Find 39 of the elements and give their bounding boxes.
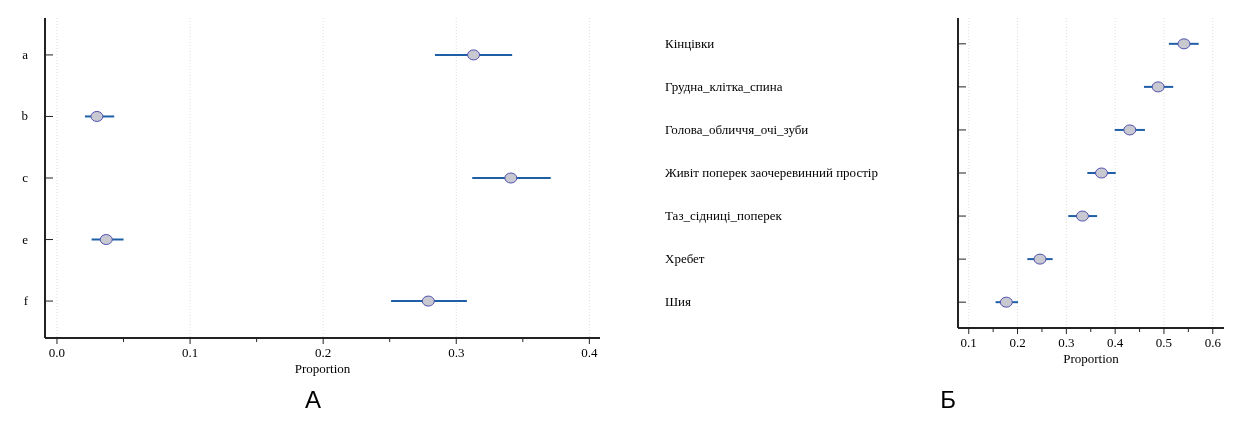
- y-tick-label: Шия: [665, 294, 692, 310]
- point: [421, 295, 435, 307]
- x-axis-title: Proportion: [294, 361, 351, 376]
- x-tick-label: 0.1: [960, 335, 977, 350]
- y-tick-label: Кінцівки: [665, 35, 715, 51]
- x-axis-title: Proportion: [1063, 351, 1120, 366]
- text: Б: [940, 386, 956, 413]
- y-tick-label: Грудна_клітка_спина: [665, 78, 783, 94]
- y-tick-label: c: [22, 170, 29, 185]
- x-tick-label: 0.1: [181, 345, 199, 360]
- point: [1094, 167, 1108, 179]
- y-tick-label: b: [21, 108, 28, 124]
- y-tick-label: a: [22, 46, 29, 62]
- x-tick-label: 0.3: [448, 345, 465, 360]
- y-tick-label: Живіт поперек заочеревинний простір: [665, 165, 878, 180]
- y-tick-label: Хребет: [665, 251, 705, 267]
- x-tick-label: 0.4: [581, 345, 598, 360]
- point: [99, 234, 113, 246]
- point: [1177, 38, 1191, 50]
- x-tick-label: 0.3: [1058, 335, 1075, 350]
- point: [1123, 124, 1137, 136]
- point: [504, 172, 518, 184]
- point: [467, 49, 481, 61]
- point: [1033, 253, 1047, 265]
- x-tick-label: 0.4: [1107, 335, 1124, 350]
- x-tick-label: 0.6: [1204, 335, 1222, 350]
- y-tick-label: e: [22, 231, 29, 247]
- y-tick-label: f: [23, 293, 29, 309]
- x-tick-label: 0.2: [315, 345, 332, 360]
- point: [1151, 81, 1165, 93]
- y-tick-label: Таз_сідниці_поперек: [665, 208, 783, 224]
- point: [90, 110, 104, 122]
- y-tick-label: Голова_обличчя_очі_зуби: [665, 121, 809, 137]
- text: А: [304, 386, 322, 413]
- point: [1075, 210, 1089, 222]
- x-tick-label: 0.0: [48, 345, 66, 360]
- x-tick-label: 0.5: [1155, 335, 1173, 350]
- point: [999, 296, 1013, 308]
- x-tick-label: 0.2: [1009, 335, 1026, 350]
